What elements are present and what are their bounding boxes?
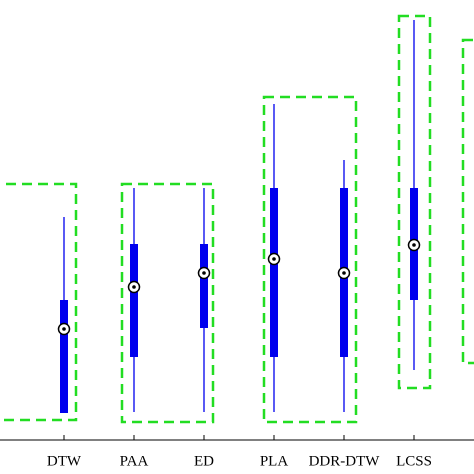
median-dot: [62, 327, 66, 331]
median-dot: [202, 271, 206, 275]
x-tick-label: PLA: [260, 453, 289, 469]
median-dot: [342, 271, 346, 275]
median-dot: [132, 285, 136, 289]
group-box: [397, 14, 432, 390]
x-tick-label: LCSS: [396, 453, 432, 469]
median-dot: [272, 257, 276, 261]
box: [60, 300, 68, 413]
median-dot: [412, 243, 416, 247]
group-box: [120, 182, 215, 424]
x-tick-label: PAA: [120, 453, 149, 469]
box: [130, 244, 138, 357]
x-tick-label: DTW: [47, 453, 82, 469]
box: [270, 188, 278, 357]
box: [200, 244, 208, 328]
x-tick-label: DDR-DTW: [309, 453, 381, 469]
group-box: [461, 38, 474, 365]
x-tick-label: ED: [194, 453, 214, 469]
